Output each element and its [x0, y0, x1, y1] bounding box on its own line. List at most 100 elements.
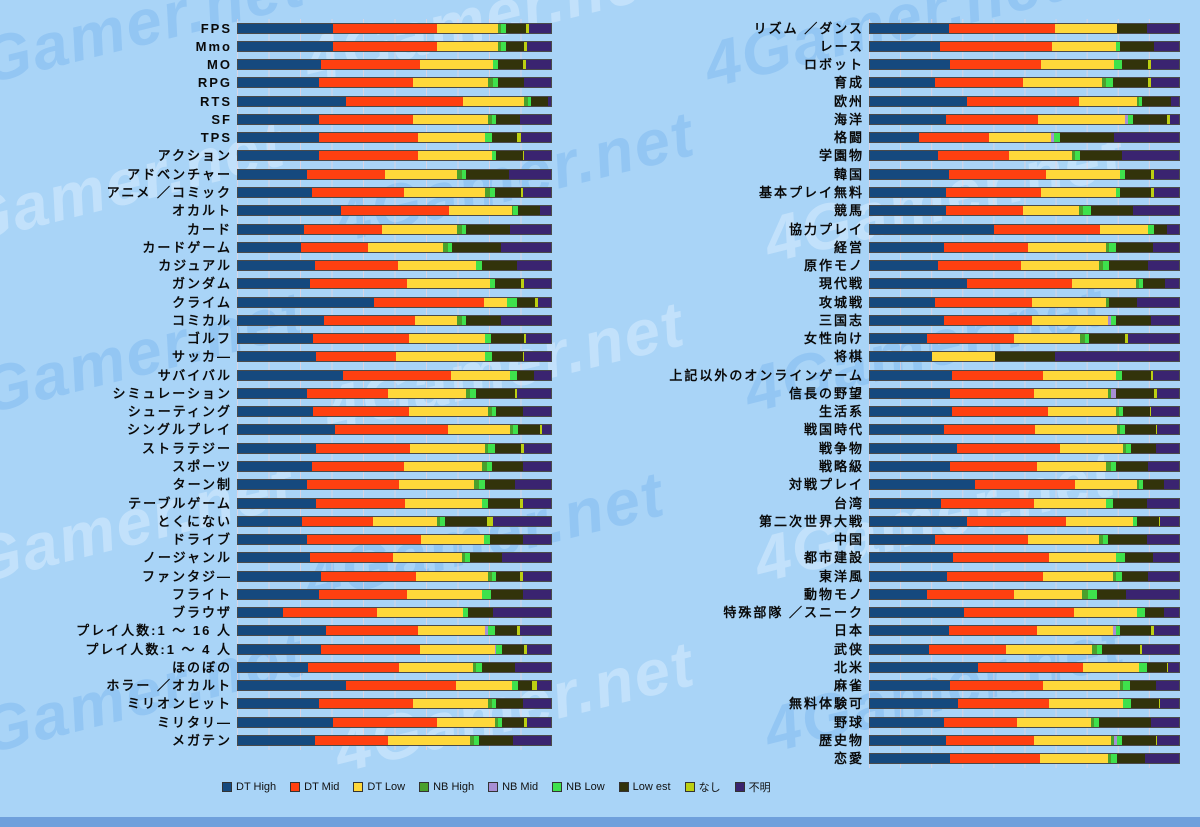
bar-segment-なし: [519, 571, 523, 581]
bar-segment-low-est: [1124, 425, 1156, 435]
legend-label: 不明: [748, 782, 771, 794]
bar-segment-nb-high: [488, 78, 494, 88]
bar-segment-nb-mid: [1110, 388, 1116, 398]
bar-segment-nb-high: [488, 407, 492, 417]
bar-segment-nb-low: [1103, 535, 1108, 545]
category-label: 上記以外のオンラインゲーム: [669, 367, 864, 383]
stacked-bar: [237, 552, 552, 564]
bar-segment-dt-low: [408, 407, 489, 417]
bar-segment-不明: [1114, 133, 1179, 143]
bar-segment-dt-mid: [964, 608, 1074, 618]
category-label: フライト: [171, 586, 232, 602]
bar-segment-不明: [1163, 608, 1179, 618]
bar-segment-low-est: [1123, 407, 1150, 417]
bar-segment-dt-mid: [306, 480, 400, 490]
bar-segment-dt-mid: [967, 516, 1067, 526]
bar-segment-low-est: [1141, 96, 1172, 106]
bar-segment-low-est: [497, 60, 523, 70]
bar-segment-dt-low: [1072, 279, 1136, 289]
bar-segment-dt-low: [392, 553, 462, 563]
bar-segment-dt-mid: [333, 41, 437, 51]
bar-segment-dt-low: [450, 370, 511, 380]
bar-segment-dt-low: [417, 133, 486, 143]
stacked-bar: [237, 132, 552, 144]
bar-segment-dt-high: [238, 407, 314, 417]
bar-segment-dt-mid: [311, 462, 404, 471]
bar-segment-low-est: [491, 334, 525, 344]
bar-segment-low-est: [497, 78, 525, 88]
bar-segment-low-est: [494, 188, 522, 198]
bar-segment-nb-low: [1109, 242, 1116, 252]
bar-segment-nb-high: [457, 315, 462, 325]
bar-segment-不明: [519, 626, 551, 636]
bar-segment-dt-mid: [319, 114, 414, 124]
bar-segment-low-est: [518, 425, 540, 435]
bar-segment-dt-mid: [945, 188, 1042, 198]
bar-segment-なし: [514, 388, 517, 398]
bar-segment-不明: [522, 407, 551, 417]
bar-segment-nb-high: [457, 224, 462, 234]
bar-segment-dt-mid: [306, 535, 422, 545]
bar-segment-不明: [1152, 370, 1179, 380]
bar-segment-nb-high: [1137, 96, 1139, 106]
bar-segment-nb-high: [524, 96, 528, 106]
bar-row: ドライブ: [0, 530, 552, 548]
bar-segment-dt-high: [870, 334, 928, 344]
bar-segment-nb-low: [1106, 78, 1113, 88]
category-label: 歴史物: [818, 732, 864, 748]
bar-segment-dt-high: [870, 571, 948, 581]
bar-segment-dt-high: [238, 297, 375, 307]
bar-segment-dt-mid: [944, 242, 1028, 252]
bar-row: 動物モノ: [620, 585, 1180, 603]
bar-row: 東洋風: [620, 567, 1180, 585]
bar-segment-dt-high: [238, 608, 284, 618]
bar-segment-low-est: [478, 735, 514, 745]
bar-row: サバイバル: [0, 366, 552, 384]
bar-segment-low-est: [1120, 626, 1152, 636]
bar-segment-なし: [1155, 735, 1158, 745]
category-label: シングルプレイ: [126, 422, 232, 438]
category-label: 対戦プレイ: [788, 477, 864, 493]
bar-segment-nb-low: [485, 352, 492, 362]
bar-segment-dt-low: [1035, 425, 1118, 435]
bar-segment-nb-high: [497, 23, 501, 33]
bar-segment-dt-low: [399, 662, 473, 672]
category-label: MO: [207, 57, 232, 73]
bar-segment-low-est: [468, 608, 494, 618]
bar-segment-dt-high: [238, 644, 321, 654]
category-label: 信長の野望: [788, 385, 864, 401]
bar-segment-low-est: [518, 681, 533, 691]
bar-segment-dt-low: [436, 717, 495, 727]
legend-label: Low est: [632, 781, 671, 793]
bar-row: 格闘: [620, 129, 1180, 147]
stacked-bar: [869, 187, 1180, 199]
category-label: カジュアル: [158, 258, 232, 274]
bar-segment-dt-low: [1005, 644, 1093, 654]
bar-segment-nb-low: [475, 662, 483, 672]
bar-segment-不明: [1151, 407, 1179, 417]
legend-swatch: [684, 782, 695, 792]
bar-row: 経営: [620, 238, 1180, 256]
bar-segment-low-est: [1121, 60, 1149, 70]
stacked-bar: [237, 278, 552, 290]
bar-segment-dt-high: [870, 662, 979, 672]
bar-segment-low-est: [1080, 151, 1122, 161]
bar-segment-dt-high: [870, 388, 951, 398]
bar-segment-dt-mid: [316, 352, 397, 362]
bar-segment-dt-mid: [945, 735, 1034, 745]
bar-segment-nb-low: [463, 608, 469, 618]
bar-segment-dt-mid: [934, 297, 1033, 307]
bar-segment-nb-high: [1107, 754, 1111, 764]
bar-segment-low-est: [1131, 699, 1159, 709]
bar-segment-不明: [1151, 717, 1179, 727]
legend-swatch: [353, 782, 364, 792]
bar-row: 野球: [620, 713, 1180, 731]
bar-segment-nb-high: [1123, 443, 1127, 453]
bar-row: 攻城戦: [620, 293, 1180, 311]
bar-segment-dt-high: [870, 279, 968, 289]
bar-segment-dt-low: [1047, 407, 1116, 417]
bar-segment-dt-mid: [319, 151, 418, 161]
legend-item: NB Low: [552, 781, 605, 793]
bar-row: ファンタジ―: [0, 567, 552, 585]
bar-segment-nb-high: [1078, 206, 1084, 216]
